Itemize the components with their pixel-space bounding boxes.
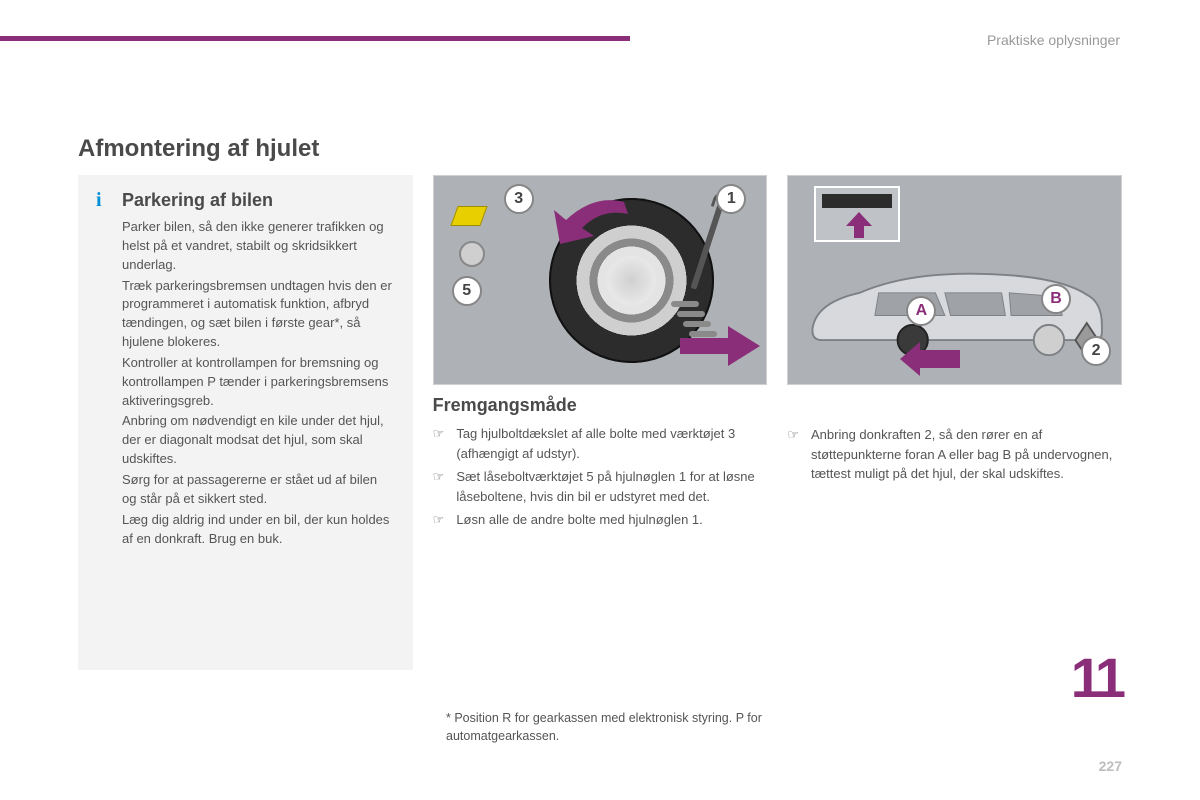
info-paragraph: Sørg for at passagererne er stået ud af … [122, 471, 395, 509]
column-1: i Parkering af bilen Parker bilen, så de… [78, 175, 413, 670]
info-box: i Parkering af bilen Parker bilen, så de… [78, 175, 413, 670]
footnote-text: * Position R for gearkassen med elektron… [446, 710, 774, 745]
column-2: 1 3 5 Fremgangsmåde ☞ Tag hjulboltdæksle… [433, 175, 768, 670]
callout-2: 2 [1081, 336, 1111, 366]
accent-rule [0, 36, 630, 41]
procedure-list: ☞ Tag hjulboltdækslet af alle bolte med … [433, 424, 768, 530]
section-header: Praktiske oplysninger [987, 32, 1120, 48]
arrow-icon [554, 194, 649, 249]
info-paragraph: Træk parkeringsbremsen undtagen hvis den… [122, 277, 395, 352]
list-item-text: Løsn alle de andre bolte med hjulnøglen … [456, 510, 702, 530]
footnote: * Position R for gearkassen med elektron… [434, 710, 774, 745]
right-list: ☞ Anbring donkraften 2, så den rører en … [787, 425, 1122, 484]
arrow-icon [680, 326, 760, 366]
callout-3: 3 [504, 184, 534, 214]
arrow-icon [846, 212, 872, 238]
chock-illustration [450, 206, 487, 226]
info-paragraph: Anbring om nødvendigt en kile under det … [122, 412, 395, 469]
info-paragraph: Læg dig aldrig ind under en bil, der kun… [122, 511, 395, 549]
info-icon: i [96, 189, 112, 212]
bullet-icon: ☞ [433, 424, 445, 463]
list-item-text: Tag hjulboltdækslet af alle bolte med væ… [456, 424, 767, 463]
list-item-text: Sæt låseboltværktøjet 5 på hjulnøglen 1 … [456, 467, 767, 506]
column-3: A B 2 ☞ Anbring donkraften 2, så den rør… [787, 175, 1122, 670]
info-paragraph: Kontroller at kontrollampen for bremsnin… [122, 354, 395, 411]
info-box-header: i Parkering af bilen [96, 189, 395, 212]
bolt-illustration [459, 241, 485, 267]
figure-wheel-tools: 1 3 5 [433, 175, 768, 385]
list-item: ☞ Løsn alle de andre bolte med hjulnøgle… [433, 510, 768, 530]
list-item-text: Anbring donkraften 2, så den rører en af… [811, 425, 1122, 484]
list-item: ☞ Sæt låseboltværktøjet 5 på hjulnøglen … [433, 467, 768, 506]
callout-B: B [1041, 284, 1071, 314]
page-number: 227 [1099, 758, 1122, 774]
jack-inset-illustration [814, 186, 900, 242]
content-columns: i Parkering af bilen Parker bilen, så de… [78, 175, 1122, 670]
list-item: ☞ Tag hjulboltdækslet af alle bolte med … [433, 424, 768, 463]
chapter-number: 11 [1071, 645, 1122, 710]
page-title: Afmontering af hjulet [78, 135, 319, 163]
info-box-title: Parkering af bilen [122, 190, 273, 211]
info-box-body: Parker bilen, så den ikke generer trafik… [122, 218, 395, 548]
arrow-icon [900, 342, 960, 376]
bullet-icon: ☞ [787, 425, 799, 484]
figure-jack-position: A B 2 [787, 175, 1122, 385]
bullet-icon: ☞ [433, 467, 445, 506]
list-item: ☞ Anbring donkraften 2, så den rører en … [787, 425, 1122, 484]
callout-5: 5 [452, 276, 482, 306]
bullet-icon: ☞ [433, 510, 445, 530]
info-paragraph: Parker bilen, så den ikke generer trafik… [122, 218, 395, 275]
procedure-title: Fremgangsmåde [433, 395, 768, 416]
callout-1: 1 [716, 184, 746, 214]
